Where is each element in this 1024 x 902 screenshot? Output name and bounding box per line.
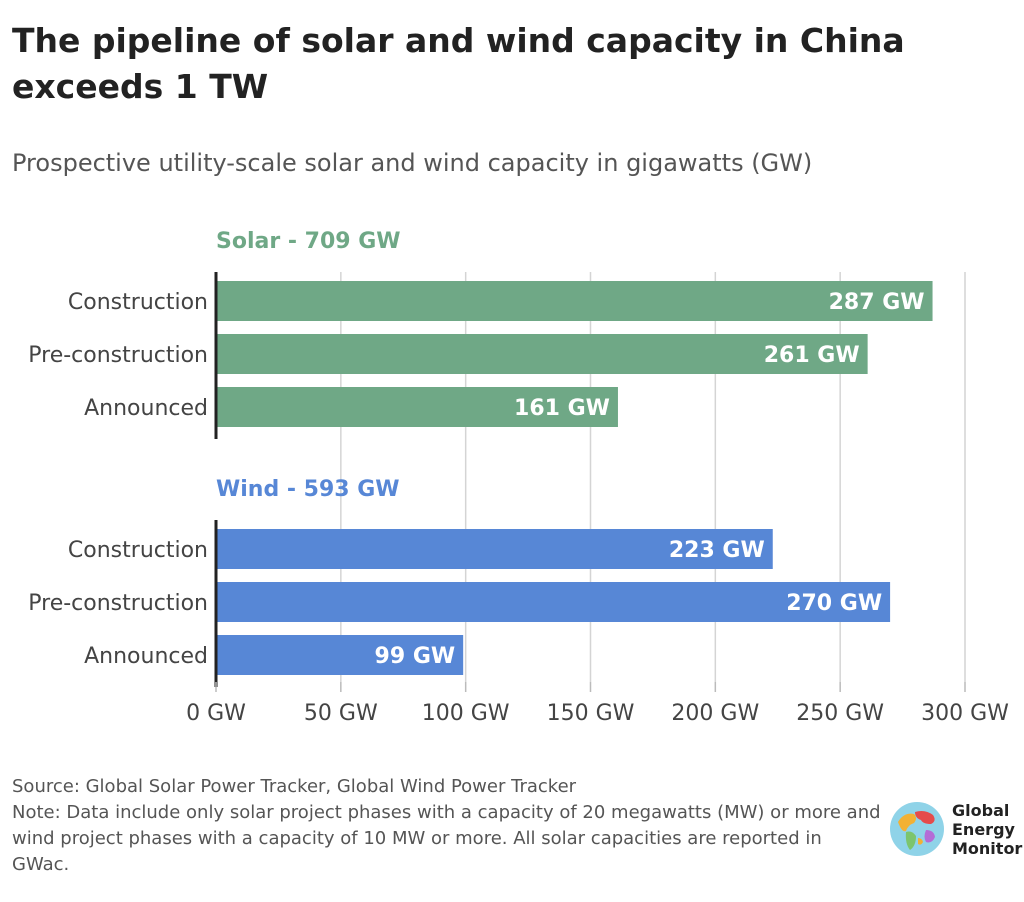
panel-header: Wind - 593 GW — [216, 477, 400, 502]
category-label: Pre-construction — [28, 343, 208, 368]
gem-logo: Global Energy Monitor — [888, 800, 1024, 860]
data-label: 161 GW — [514, 396, 610, 421]
x-tick-label: 200 GW — [671, 701, 759, 726]
category-label: Construction — [68, 538, 208, 563]
source-note: Source: Global Solar Power Tracker, Glob… — [12, 776, 577, 797]
data-note: Note: Data include only solar project ph… — [12, 802, 881, 875]
globe-icon — [890, 802, 944, 856]
data-label: 99 GW — [375, 644, 456, 669]
bar-chart: Solar - 709 GW 287 GW Construction 261 GW Pr… — [28, 229, 1009, 726]
x-tick-label: 50 GW — [304, 701, 378, 726]
x-tick-label: 250 GW — [796, 701, 884, 726]
data-label: 261 GW — [764, 343, 860, 368]
data-label: 223 GW — [669, 538, 765, 563]
bar — [216, 281, 933, 321]
bar — [216, 529, 773, 569]
data-label: 270 GW — [786, 591, 882, 616]
x-tick-label: 0 GW — [186, 701, 246, 726]
category-label: Announced — [84, 396, 208, 421]
panel-header: Solar - 709 GW — [216, 229, 401, 254]
chart-footer: Source: Global Solar Power Tracker, Glob… — [12, 774, 882, 878]
logo-wordmark: Global Energy Monitor — [952, 801, 1022, 858]
bar — [216, 387, 618, 427]
data-label: 287 GW — [829, 290, 925, 315]
logo-line: Global — [952, 801, 1010, 820]
bar — [216, 635, 464, 675]
x-tick-label: 150 GW — [547, 701, 635, 726]
chart-title: The pipeline of solar and wind capacity … — [12, 21, 905, 106]
category-label: Announced — [84, 644, 208, 669]
chart-subtitle: Prospective utility-scale solar and wind… — [12, 149, 813, 177]
x-tick-label: 300 GW — [921, 701, 1009, 726]
bar — [216, 334, 868, 374]
category-label: Pre-construction — [28, 591, 208, 616]
bar — [216, 582, 891, 622]
x-tick-label: 100 GW — [422, 701, 510, 726]
logo-line: Monitor — [952, 839, 1023, 858]
category-label: Construction — [68, 290, 208, 315]
logo-line: Energy — [952, 820, 1015, 839]
